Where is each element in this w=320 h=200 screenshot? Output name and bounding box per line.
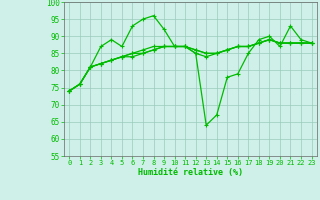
X-axis label: Humidité relative (%): Humidité relative (%) (138, 168, 243, 177)
